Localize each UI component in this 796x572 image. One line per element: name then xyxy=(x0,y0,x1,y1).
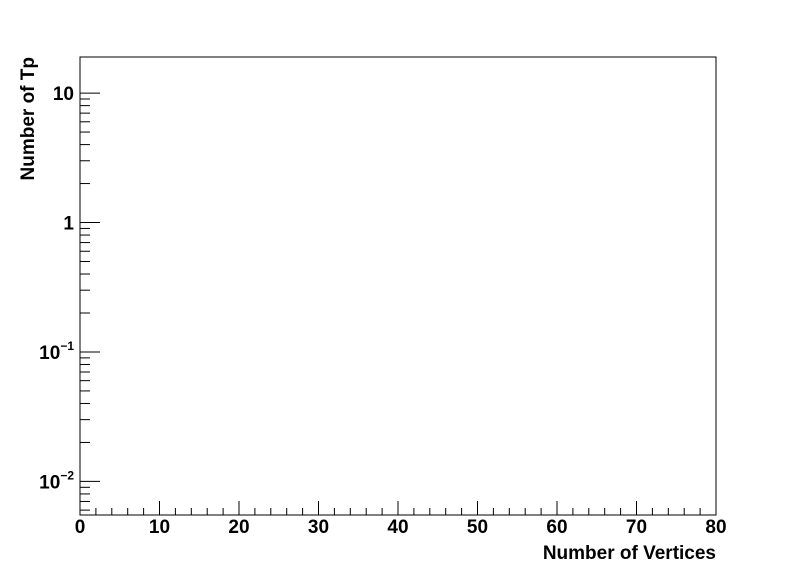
plot-frame xyxy=(79,56,717,516)
x-tick-label: 0 xyxy=(75,517,86,538)
y-tick-label: 10−2 xyxy=(39,468,74,493)
x-tick-label: 70 xyxy=(626,517,647,538)
y-axis-ticks xyxy=(80,92,100,511)
x-tick-label: 20 xyxy=(228,517,249,538)
x-axis-title: Number of Vertices xyxy=(543,543,716,564)
x-tick-label: 80 xyxy=(705,517,726,538)
y-axis-title: Number of Tp xyxy=(18,57,39,181)
x-tick-label: 30 xyxy=(308,517,329,538)
x-tick-label: 50 xyxy=(467,517,488,538)
y-axis-tick-labels: 10−2 10−1 1 10 xyxy=(39,84,74,493)
x-tick-label: 10 xyxy=(149,517,170,538)
x-tick-label: 60 xyxy=(546,517,567,538)
x-axis-ticks xyxy=(79,501,717,515)
y-tick-label: 1 xyxy=(63,214,74,235)
y-tick-label: 10−1 xyxy=(39,339,74,364)
x-axis-tick-labels: 0 10 20 30 40 50 60 70 80 xyxy=(75,517,727,538)
y-tick-label: 10 xyxy=(53,84,74,105)
x-tick-label: 40 xyxy=(387,517,408,538)
